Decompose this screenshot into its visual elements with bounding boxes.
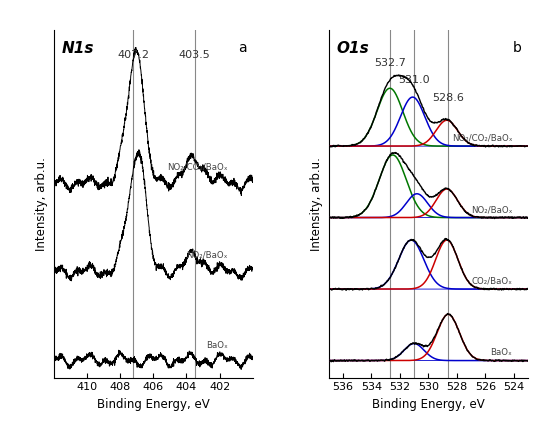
Y-axis label: Intensity, arb.u.: Intensity, arb.u. xyxy=(310,157,323,251)
X-axis label: Binding Energy, eV: Binding Energy, eV xyxy=(97,398,210,411)
Y-axis label: Intensity, arb.u.: Intensity, arb.u. xyxy=(35,157,48,251)
Text: NO₂/BaOₓ: NO₂/BaOₓ xyxy=(471,205,512,214)
Text: BaOₓ: BaOₓ xyxy=(490,348,512,357)
Text: b: b xyxy=(513,41,522,55)
Text: NO₂/BaOₓ: NO₂/BaOₓ xyxy=(187,250,228,260)
Text: 528.6: 528.6 xyxy=(433,93,464,103)
Text: BaOₓ: BaOₓ xyxy=(206,341,228,350)
Text: a: a xyxy=(239,41,247,55)
Text: O1s: O1s xyxy=(337,41,369,56)
X-axis label: Binding Energy, eV: Binding Energy, eV xyxy=(372,398,485,411)
Text: 531.0: 531.0 xyxy=(398,75,430,85)
Text: CO₂/BaOₓ: CO₂/BaOₓ xyxy=(471,276,512,286)
Text: NO₂/CO₂/BaOₓ: NO₂/CO₂/BaOₓ xyxy=(167,162,228,171)
Text: NO₂/CO₂/BaOₓ: NO₂/CO₂/BaOₓ xyxy=(452,134,512,143)
Text: 532.7: 532.7 xyxy=(374,58,406,68)
Text: 407.2: 407.2 xyxy=(117,50,150,60)
Text: N1s: N1s xyxy=(62,41,94,56)
Text: 403.5: 403.5 xyxy=(179,50,211,60)
